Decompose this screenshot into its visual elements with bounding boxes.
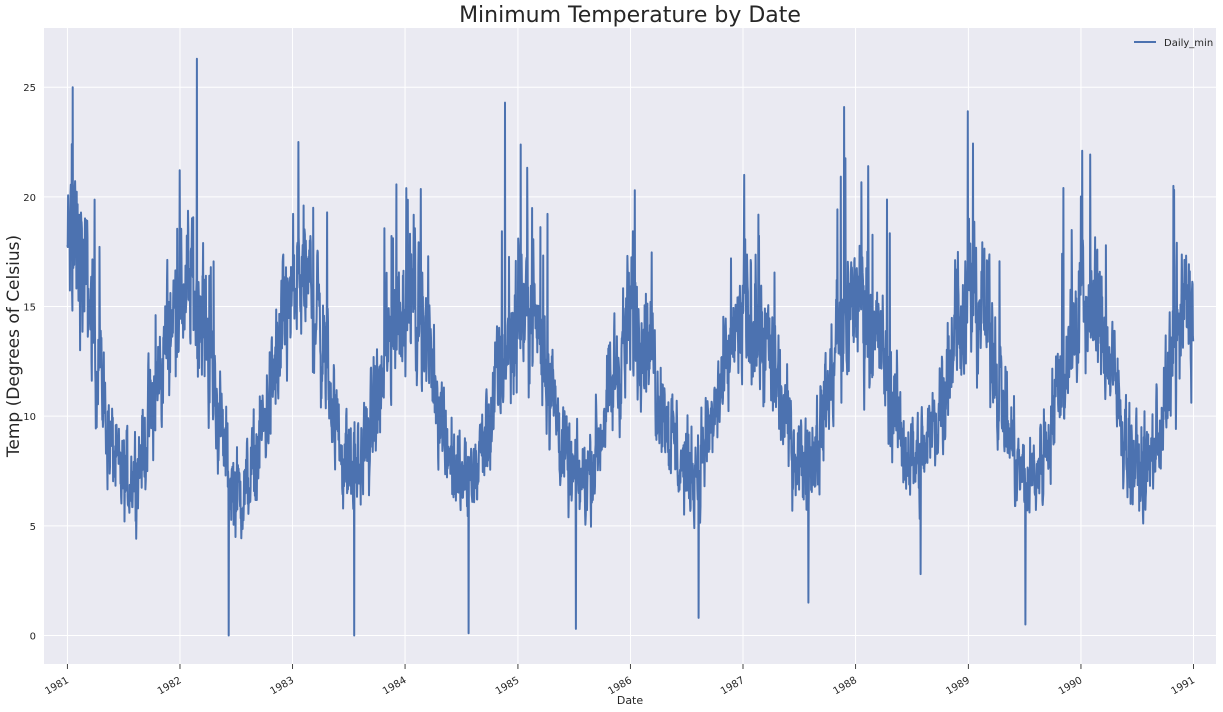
- series-line-daily-min: [66, 57, 1195, 637]
- y-tick-label: 10: [23, 412, 36, 423]
- x-tick-label: 1984: [381, 675, 409, 697]
- y-axis-label: Temp (Degrees of Celsius): [4, 235, 24, 458]
- x-tick-label: 1981: [43, 675, 71, 697]
- x-axis-label: Date: [617, 694, 644, 707]
- y-tick-label: 25: [23, 83, 36, 94]
- y-tick-label: 20: [23, 193, 36, 204]
- x-tick-label: 1989: [944, 675, 972, 697]
- y-tick-label: 5: [30, 522, 36, 533]
- x-tick-label: 1988: [832, 675, 860, 697]
- x-tick-label: 1987: [719, 675, 747, 697]
- x-tick-label: 1990: [1057, 675, 1085, 697]
- x-tick-label: 1982: [156, 675, 184, 697]
- x-tick-label: 1991: [1169, 675, 1197, 697]
- y-axis-ticks: 0 5 10 15 20 25: [23, 83, 36, 642]
- legend: Daily_min: [1134, 38, 1213, 49]
- x-tick-label: 1983: [268, 675, 296, 697]
- x-tick-label: 1985: [494, 675, 522, 697]
- y-tick-label: 0: [30, 631, 36, 642]
- legend-entry-daily-min: Daily_min: [1164, 38, 1213, 49]
- chart-title: Minimum Temperature by Date: [459, 3, 801, 28]
- x-axis-ticks: 1981 1982 1983 1984 1985 1986 1987 1988 1989 1990…: [43, 664, 1197, 697]
- y-tick-label: 15: [23, 303, 36, 314]
